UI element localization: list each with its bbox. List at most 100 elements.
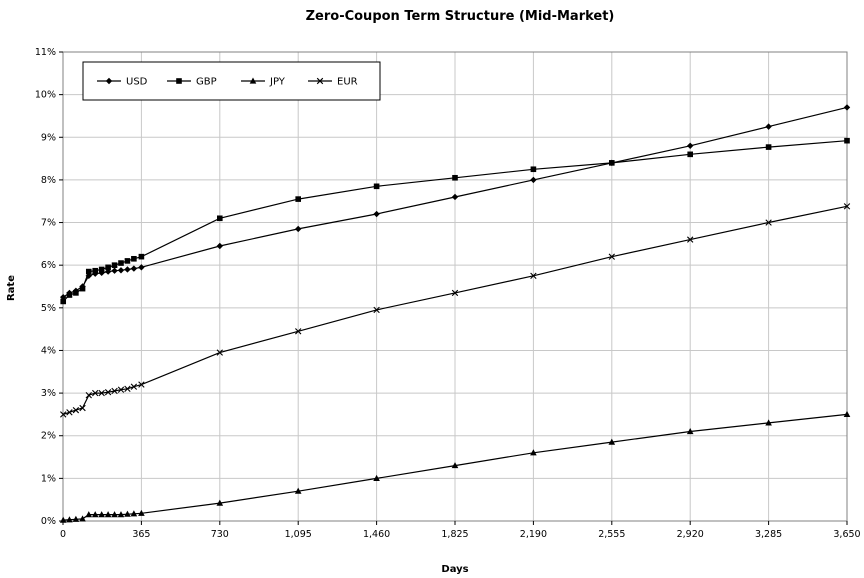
series-jpy-point	[66, 516, 73, 523]
series-gbp-point	[60, 298, 67, 305]
y-tick-label: 1%	[41, 473, 56, 484]
legend: USD GBP JPY EUR	[82, 61, 381, 101]
series-usd-point	[373, 210, 380, 218]
series-jpy-point	[138, 509, 145, 516]
series-jpy	[59, 410, 851, 523]
series-jpy-point	[130, 510, 138, 517]
series-gbp-point	[98, 266, 105, 273]
y-tick-label: 5%	[41, 303, 56, 314]
legend-label: GBP	[196, 77, 217, 88]
series-gbp-line	[62, 140, 848, 302]
series-eur-point	[104, 389, 112, 396]
series-usd-point	[111, 267, 118, 274]
x-axis: 0 365 730 1,095 1,460 1,825 2,190 2,555 2,920 3,2…	[60, 521, 861, 540]
series-jpy-point	[373, 474, 380, 481]
series-usd-point	[117, 267, 125, 274]
x-tick-label: 730	[211, 529, 229, 540]
series-usd-point	[138, 264, 145, 271]
series-gbp-point	[118, 260, 124, 266]
series-eur-point	[60, 411, 67, 418]
chart-title: Zero-Coupon Term Structure (Mid-Market)	[306, 9, 615, 24]
series-eur-point	[530, 272, 537, 280]
series-jpy-point	[72, 515, 80, 522]
y-tick-label: 7%	[41, 218, 56, 229]
series-gbp-point	[452, 174, 458, 181]
series	[59, 104, 851, 523]
series-eur-point	[130, 383, 138, 390]
series-eur-line	[63, 205, 848, 415]
series-jpy-point	[294, 487, 302, 494]
x-tick-label: 2,920	[677, 529, 704, 540]
series-gbp-point	[85, 268, 92, 275]
series-jpy-point	[79, 515, 86, 522]
series-gbp	[60, 137, 850, 305]
legend-label: EUR	[337, 77, 358, 88]
y-tick-label: 3%	[41, 388, 56, 399]
y-tick-label: 10%	[35, 90, 56, 101]
series-gbp-point	[79, 285, 86, 292]
series-eur-point	[216, 349, 223, 356]
legend-label: USD	[126, 77, 148, 88]
x-tick-label: 2,190	[520, 529, 547, 540]
x-tick-label: 365	[132, 529, 150, 540]
x-tick-label: 0	[60, 529, 66, 540]
series-eur-point	[72, 406, 80, 414]
series-jpy-point	[124, 510, 131, 517]
legend-item-jpy: JPY	[241, 77, 286, 88]
y-axis-title: Rate	[6, 275, 17, 301]
series-jpy-point	[608, 438, 616, 445]
series-eur-point	[687, 236, 694, 243]
x-tick-label: 1,825	[441, 529, 468, 540]
series-eur-point	[124, 385, 131, 393]
series-gbp-point	[124, 258, 131, 264]
series-jpy-line	[63, 413, 848, 521]
series-usd-point	[530, 176, 537, 184]
series-usd-point	[843, 104, 851, 111]
y-tick-label: 6%	[41, 260, 56, 271]
series-jpy-point	[104, 511, 112, 518]
legend-swatch-marker	[105, 77, 113, 85]
legend-swatch-marker	[249, 77, 257, 84]
series-gbp-point	[373, 183, 380, 190]
series-usd-point	[130, 265, 138, 272]
series-jpy-point	[117, 511, 125, 518]
series-usd-point	[765, 123, 772, 130]
series-eur-point	[98, 389, 105, 397]
series-usd-point	[60, 293, 67, 301]
series-eur-point	[66, 409, 73, 416]
series-eur-point	[92, 389, 99, 397]
series-gbp-point	[765, 144, 772, 150]
series-eur-point	[117, 386, 125, 393]
x-tick-label: 1,095	[285, 529, 312, 540]
series-jpy-point	[85, 511, 93, 518]
series-gbp-point	[111, 262, 118, 268]
series-gbp-point	[217, 215, 223, 222]
series-eur-point	[111, 387, 118, 395]
y-tick-label: 8%	[41, 175, 56, 186]
series-eur-point	[85, 392, 92, 399]
series-gbp-point	[844, 137, 850, 144]
series-usd-point	[451, 193, 459, 201]
series-gbp-point	[73, 290, 79, 296]
series-usd-point	[216, 242, 223, 250]
series-gbp-point	[609, 160, 615, 166]
series-eur-point	[138, 381, 145, 388]
series-jpy-point	[98, 511, 105, 518]
x-tick-label: 3,285	[755, 529, 782, 540]
x-tick-label: 1,460	[363, 529, 390, 540]
series-jpy-point	[843, 410, 851, 418]
series-jpy-point	[111, 511, 118, 518]
series-gbp-point	[105, 264, 111, 271]
series-gbp-point	[687, 151, 693, 158]
x-tick-label: 2,555	[598, 529, 625, 540]
series-gbp-point	[66, 292, 73, 298]
series-gbp-point	[530, 166, 537, 173]
series-jpy-point	[530, 449, 537, 456]
legend-swatch-marker	[176, 78, 182, 84]
series-eur-point	[451, 289, 459, 297]
series-gbp-point	[131, 255, 137, 262]
y-axis: 0% 1% 2% 3% 4% 5% 6% 7% 8% 9% 10% 11%	[35, 47, 63, 527]
series-eur-point	[843, 203, 851, 210]
series-gbp-point	[138, 253, 145, 260]
grid	[62, 51, 848, 522]
